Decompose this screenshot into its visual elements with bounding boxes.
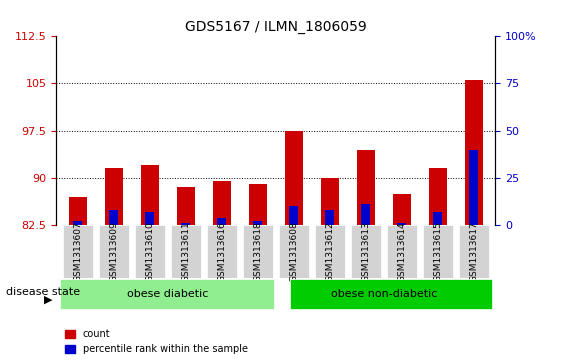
Bar: [465, 80, 483, 225]
Bar: [213, 181, 231, 225]
Text: GSM1313617: GSM1313617: [470, 221, 479, 282]
Text: GSM1313614: GSM1313614: [397, 221, 406, 282]
Bar: [69, 197, 87, 225]
Bar: [470, 150, 479, 225]
Bar: [141, 165, 159, 225]
FancyBboxPatch shape: [315, 225, 345, 278]
FancyBboxPatch shape: [171, 225, 201, 278]
Text: GSM1313607: GSM1313607: [73, 221, 82, 282]
Bar: [325, 210, 334, 225]
FancyBboxPatch shape: [62, 225, 93, 278]
Bar: [434, 212, 443, 225]
Bar: [181, 223, 190, 225]
FancyBboxPatch shape: [207, 225, 237, 278]
Bar: [73, 221, 82, 225]
Bar: [393, 193, 411, 225]
Bar: [217, 219, 226, 225]
FancyBboxPatch shape: [291, 280, 492, 309]
Bar: [105, 168, 123, 225]
Bar: [361, 204, 370, 225]
Text: GSM1313612: GSM1313612: [325, 221, 334, 282]
Bar: [429, 168, 447, 225]
Legend: count, percentile rank within the sample: count, percentile rank within the sample: [61, 326, 252, 358]
Bar: [397, 223, 406, 225]
Text: ▶: ▶: [43, 294, 52, 305]
Bar: [321, 178, 339, 225]
FancyBboxPatch shape: [387, 225, 417, 278]
Title: GDS5167 / ILMN_1806059: GDS5167 / ILMN_1806059: [185, 20, 367, 34]
Text: GSM1313616: GSM1313616: [217, 221, 226, 282]
FancyBboxPatch shape: [99, 225, 129, 278]
Text: GSM1313611: GSM1313611: [181, 221, 190, 282]
Bar: [253, 221, 262, 225]
FancyBboxPatch shape: [243, 225, 273, 278]
Text: GSM1313608: GSM1313608: [289, 221, 298, 282]
Text: disease state: disease state: [6, 287, 80, 297]
Text: GSM1313618: GSM1313618: [253, 221, 262, 282]
Text: GSM1313610: GSM1313610: [145, 221, 154, 282]
Bar: [109, 210, 118, 225]
FancyBboxPatch shape: [279, 225, 309, 278]
Text: GSM1313613: GSM1313613: [361, 221, 370, 282]
Bar: [177, 187, 195, 225]
Bar: [249, 184, 267, 225]
Text: GSM1313609: GSM1313609: [109, 221, 118, 282]
Bar: [145, 212, 154, 225]
FancyBboxPatch shape: [458, 225, 489, 278]
Bar: [357, 150, 375, 225]
FancyBboxPatch shape: [351, 225, 381, 278]
Text: GSM1313615: GSM1313615: [434, 221, 443, 282]
FancyBboxPatch shape: [423, 225, 453, 278]
Text: obese non-diabetic: obese non-diabetic: [330, 289, 437, 299]
FancyBboxPatch shape: [135, 225, 165, 278]
Text: obese diabetic: obese diabetic: [127, 289, 208, 299]
Bar: [289, 206, 298, 225]
Bar: [285, 131, 303, 225]
FancyBboxPatch shape: [60, 280, 274, 309]
